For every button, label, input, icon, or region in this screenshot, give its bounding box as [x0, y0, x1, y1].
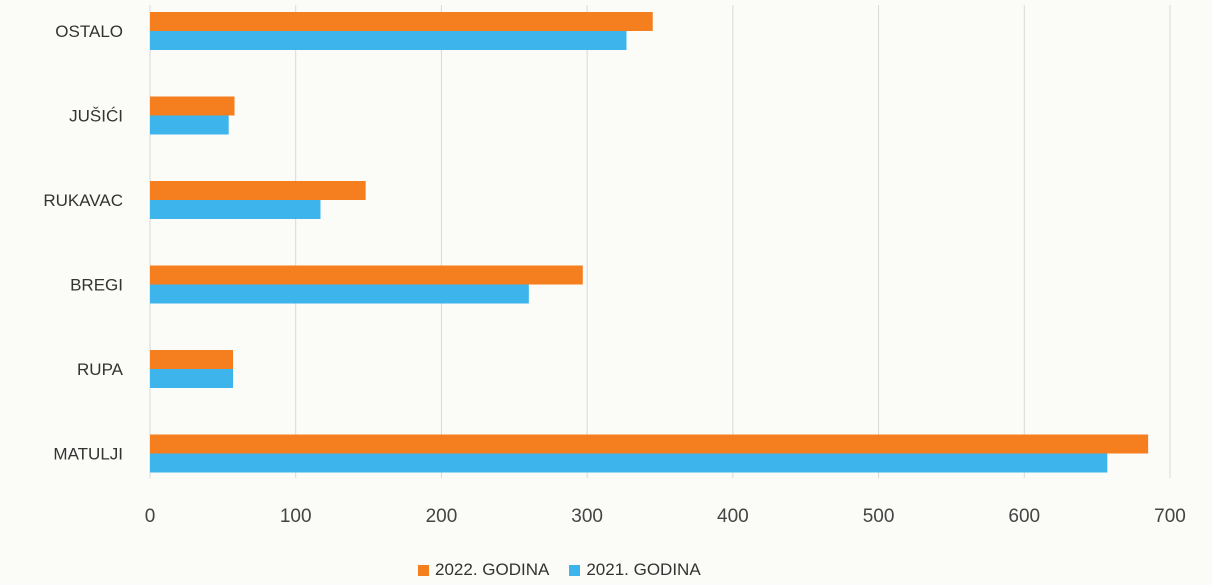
- x-tick-label-6: 600: [1008, 506, 1040, 527]
- x-tick-label-0: 0: [145, 506, 156, 527]
- legend-swatch-2022: [418, 564, 429, 576]
- category-label-4: RUPA: [77, 360, 124, 379]
- bar-jušići-2021: [150, 115, 229, 135]
- bar-matulji-2021: [150, 453, 1108, 473]
- x-tick-label-5: 500: [863, 506, 895, 527]
- category-label-2: RUKAVAC: [43, 191, 123, 210]
- category-labels: OSTALO JUŠIĆI RUKAVAC BREGI RUPA MATULJI: [43, 22, 123, 464]
- bar-rukavac-2021: [150, 200, 321, 219]
- bar-rukavac-2022: [150, 181, 366, 200]
- legend-label-2022: 2022. GODINA: [435, 560, 550, 579]
- bar-matulji-2022: [150, 434, 1149, 454]
- x-tick-label-2: 200: [426, 506, 458, 527]
- bar-ostalo-2021: [150, 31, 627, 50]
- category-label-3: BREGI: [70, 276, 123, 295]
- bar-rupa-2022: [150, 350, 234, 369]
- category-label-0: OSTALO: [55, 22, 123, 41]
- category-label-1: JUŠIĆI: [69, 107, 123, 126]
- x-tick-label-7: 700: [1154, 506, 1186, 527]
- bar-ostalo-2022: [150, 12, 653, 31]
- x-tick-label-1: 100: [280, 506, 312, 527]
- legend-item-2021: 2021. GODINA: [569, 560, 701, 580]
- gridlines: [149, 5, 1171, 478]
- x-tick-label-4: 400: [717, 506, 749, 527]
- legend-label-2021: 2021. GODINA: [586, 560, 701, 579]
- legend-swatch-2021: [569, 564, 581, 576]
- bars: [150, 12, 1149, 473]
- bar-bregi-2022: [150, 265, 583, 285]
- x-tick-label-3: 300: [571, 506, 603, 527]
- x-tick-labels: 0 100 200 300 400 500 600 700: [145, 506, 1186, 527]
- category-label-5: MATULJI: [53, 445, 123, 464]
- bar-bregi-2021: [150, 284, 529, 304]
- legend-item-2022: 2022. GODINA: [418, 560, 549, 580]
- bar-jušići-2022: [150, 96, 235, 116]
- legend: 2022. GODINA 2021. GODINA: [418, 560, 701, 580]
- bar-rupa-2021: [150, 369, 234, 388]
